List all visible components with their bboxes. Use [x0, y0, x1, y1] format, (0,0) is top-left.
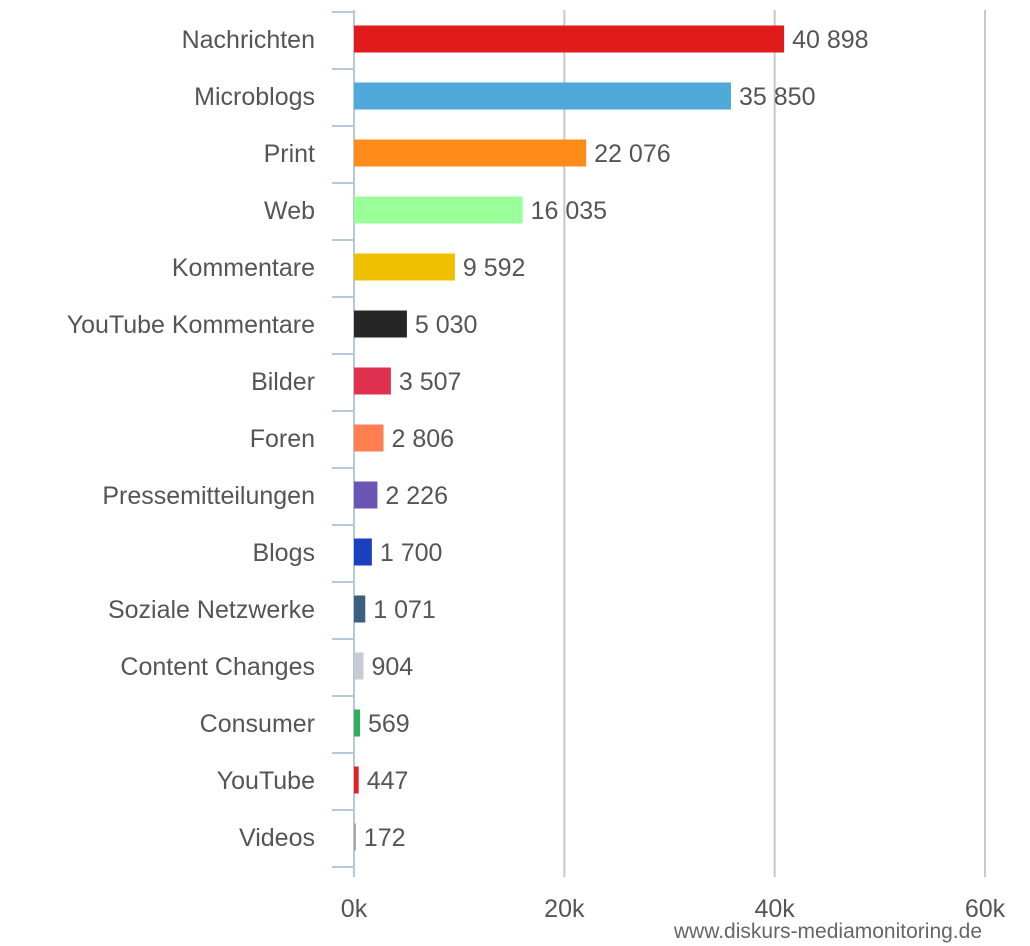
bar [354, 196, 523, 224]
bar [354, 139, 587, 167]
category-label: Blogs [252, 539, 315, 567]
bar [354, 823, 356, 851]
value-label: 9 592 [463, 254, 526, 282]
x-tick-labels: 0k 20k 40k 60k [341, 895, 1006, 923]
bar [354, 595, 366, 623]
category-label: Pressemitteilungen [102, 482, 315, 510]
category-label: YouTube Kommentare [67, 311, 315, 339]
bar [354, 538, 372, 566]
category-label: Nachrichten [182, 26, 315, 54]
x-tick-label: 20k [544, 895, 585, 923]
category-label: Microblogs [194, 83, 315, 111]
value-labels: 40 898 35 850 22 076 16 035 9 592 5 030 3 507 2… [364, 26, 869, 852]
value-label: 447 [367, 767, 409, 795]
y-axis [332, 10, 355, 877]
source-watermark: www.diskurs-mediamonitoring.de [673, 920, 982, 943]
category-label: Kommentare [172, 254, 315, 282]
value-label: 1 700 [380, 539, 443, 567]
bar [354, 253, 455, 281]
value-label: 3 507 [399, 368, 462, 396]
x-tick-label: 60k [965, 895, 1006, 923]
category-label: Soziale Netzwerke [108, 596, 315, 624]
category-label: Print [264, 140, 315, 168]
bar [354, 652, 364, 680]
bar [354, 424, 384, 452]
category-label: Consumer [200, 710, 315, 738]
bar [354, 367, 391, 395]
category-label: Content Changes [120, 653, 315, 681]
value-label: 40 898 [792, 26, 868, 54]
value-label: 2 806 [392, 425, 455, 453]
value-label: 904 [372, 653, 414, 681]
value-label: 5 030 [415, 311, 478, 339]
category-label: Bilder [251, 368, 315, 396]
bar [354, 25, 785, 53]
category-label: YouTube [217, 767, 315, 795]
category-label: Foren [250, 425, 315, 453]
value-label: 1 071 [373, 596, 436, 624]
value-label: 22 076 [594, 140, 670, 168]
bar [354, 310, 407, 338]
bar [354, 766, 359, 794]
bar [354, 82, 732, 110]
value-label: 16 035 [531, 197, 607, 225]
value-label: 35 850 [739, 83, 815, 111]
bar [354, 481, 378, 509]
x-tick-label: 0k [341, 895, 368, 923]
value-label: 172 [364, 824, 406, 852]
category-label: Videos [239, 824, 315, 852]
category-label: Web [264, 197, 315, 225]
value-label: 2 226 [385, 482, 448, 510]
x-tick-label: 40k [755, 895, 796, 923]
bar [354, 709, 360, 737]
category-labels: Nachrichten Microblogs Print Web Kommentare Y… [67, 26, 315, 852]
value-label: 569 [368, 710, 410, 738]
bars [354, 25, 785, 851]
